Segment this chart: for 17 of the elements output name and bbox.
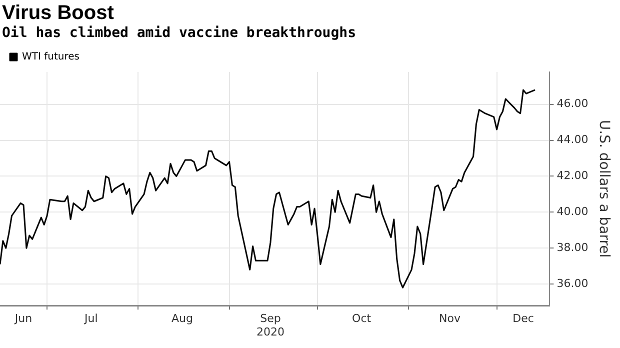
y-axis-title: U.S. dollars a barrel	[596, 120, 612, 258]
y-tick-label: 44.00	[556, 133, 588, 146]
y-tick-label: 46.00	[556, 97, 588, 110]
x-tick-label: Oct	[352, 312, 372, 326]
legend-label: WTI futures	[22, 52, 80, 63]
y-tick-label: 40.00	[556, 205, 588, 218]
x-tick-label: Jun	[14, 312, 32, 326]
chart-title: Virus Boost	[1, 1, 115, 24]
y-tick-label: 42.00	[556, 169, 588, 182]
x-tick-label: Sep 2020	[256, 312, 284, 338]
x-tick-label: Jul	[83, 312, 98, 326]
y-tick-label: 36.00	[556, 276, 588, 290]
chart-subtitle: Oil has climbed amid vaccine breakthroughs	[1, 24, 358, 42]
x-tick-label: Aug	[172, 312, 193, 326]
y-tick-label: 38.00	[556, 240, 588, 254]
x-tick-label: Nov	[439, 312, 461, 326]
x-tick-label: Dec	[512, 312, 534, 326]
